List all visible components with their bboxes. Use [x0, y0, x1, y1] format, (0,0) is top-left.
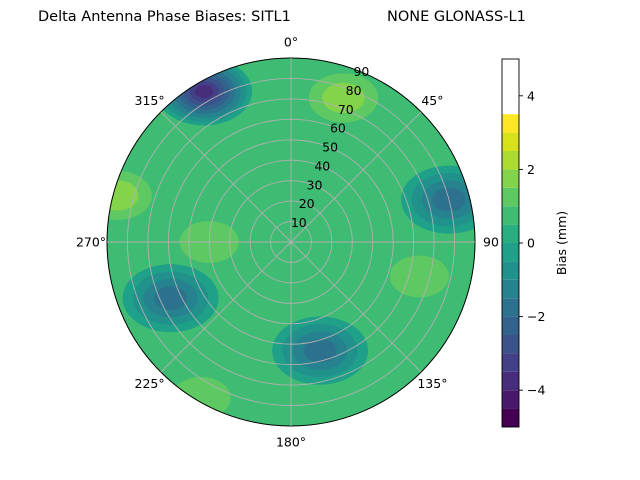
colorbar-band	[502, 114, 519, 133]
angular-tick-label: 315°	[135, 93, 165, 108]
bias-region-northwest-high	[107, 161, 166, 230]
chart-title: Delta Antenna Phase Biases: SITL1	[38, 9, 291, 25]
angular-gridline	[290, 111, 422, 243]
angular-tick-label: 225°	[135, 376, 165, 391]
angular-tick-label: 45°	[421, 93, 443, 108]
radial-tick-label: 70	[338, 102, 354, 117]
colorbar-band	[502, 151, 519, 170]
colorbar-band	[502, 206, 519, 225]
colorbar-band	[502, 224, 519, 243]
angular-tick-label: 270°	[76, 235, 106, 250]
colorbar-band	[502, 261, 519, 280]
colorbar-tick-label: 0	[527, 236, 535, 251]
colorbar-band	[502, 298, 519, 317]
colorbar-band	[502, 371, 519, 391]
colorbar-band	[502, 279, 519, 299]
radial-tick-label: 40	[314, 158, 330, 173]
colorbar-band	[502, 390, 519, 409]
angular-tick-label: 180°	[276, 435, 306, 450]
colorbar-tick-label: 2	[527, 162, 535, 177]
colorbar-tick-label: −4	[527, 383, 545, 398]
colorbar-band	[502, 132, 519, 151]
colorbar-band	[502, 316, 519, 335]
radial-tick-label: 10	[291, 215, 307, 230]
angular-gridline	[160, 241, 292, 373]
radial-tick-label: 30	[307, 177, 323, 192]
colorbar-band	[502, 243, 519, 262]
bias-region-south-low	[272, 316, 369, 385]
angular-tick-label: 135°	[417, 376, 447, 391]
bias-region-north-rim-low	[156, 58, 253, 126]
colorbar-label: Bias (mm)	[554, 211, 569, 275]
angular-tick-label: 90	[483, 235, 499, 250]
bias-region-east-high	[371, 242, 468, 311]
radial-tick-label: 80	[346, 83, 362, 98]
radial-tick-label: 90	[353, 64, 369, 79]
radial-tick-label: 60	[330, 121, 346, 136]
colorbar-band	[502, 353, 519, 372]
angular-gridline	[290, 241, 422, 373]
colorbar-band	[502, 335, 519, 354]
colorbar-band	[502, 169, 519, 188]
chart-subtitle: NONE GLONASS-L1	[387, 9, 526, 25]
angular-gridline	[160, 111, 292, 243]
radial-tick-label: 50	[322, 140, 338, 155]
colorbar-tick-label: 4	[527, 88, 535, 103]
angular-tick-label: 0°	[284, 35, 298, 50]
colorbar-tick-label: −2	[527, 309, 545, 324]
colorbar-band	[502, 187, 519, 207]
colorbar-band	[502, 408, 519, 427]
radial-tick-label: 20	[299, 196, 315, 211]
